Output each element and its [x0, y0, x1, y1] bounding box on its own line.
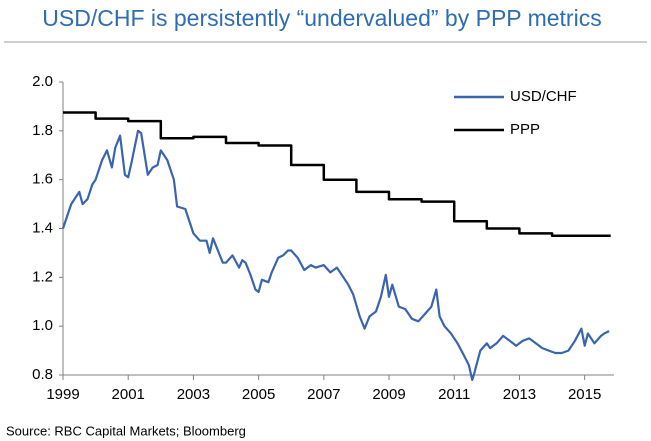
series-line: [61, 129, 610, 381]
y-tick-label: 2.0: [32, 73, 53, 90]
y-tick-label: 1.4: [32, 219, 53, 236]
y-tick-label: 1.2: [32, 268, 53, 285]
y-tick-label: 1.8: [32, 122, 53, 139]
legend-label: USD/CHF: [510, 88, 577, 105]
x-tick-label: 2003: [177, 386, 210, 403]
x-tick-label: 2011: [438, 386, 470, 403]
y-tick-label: 0.8: [32, 366, 53, 383]
x-tick-label: 2005: [242, 386, 275, 403]
series-line: [63, 111, 611, 238]
x-tick-label: 2013: [503, 386, 536, 403]
y-tick-label: 1.6: [32, 171, 53, 188]
x-tick-label: 2007: [307, 386, 340, 403]
source-note: Source: RBC Capital Markets; Bloomberg: [6, 423, 246, 438]
x-tick-label: 1999: [46, 386, 79, 403]
legend-label: PPP: [510, 121, 540, 138]
x-tick-label: 2015: [568, 386, 601, 403]
x-tick-label: 2001: [112, 386, 145, 403]
x-tick-label: 2009: [372, 386, 405, 403]
chart-title: USD/CHF is persistently “undervalued” by…: [42, 5, 601, 31]
y-tick-label: 1.0: [32, 317, 53, 334]
